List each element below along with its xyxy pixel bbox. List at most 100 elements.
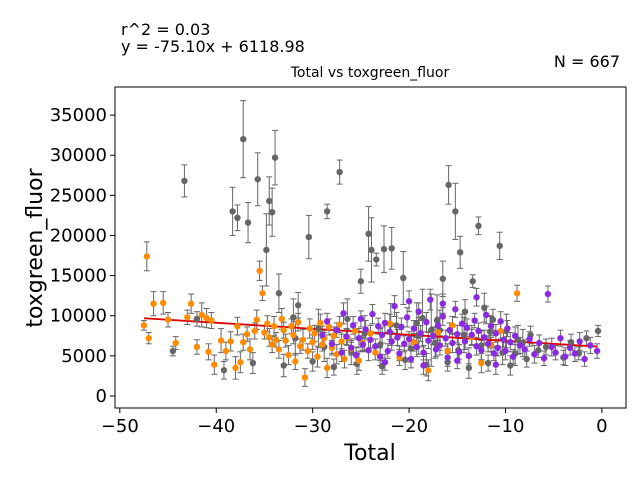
data-point xyxy=(432,346,440,353)
data-point xyxy=(336,321,343,328)
data-point xyxy=(562,353,569,360)
data-point xyxy=(369,310,376,318)
data-point xyxy=(343,333,350,340)
y-axis-title: toxgreen_fluor xyxy=(23,167,48,327)
data-point xyxy=(548,343,555,351)
data-point xyxy=(333,326,340,334)
x-tick-label: −40 xyxy=(197,416,235,437)
data-point xyxy=(471,317,478,324)
data-point xyxy=(355,357,363,364)
data-point xyxy=(234,322,241,330)
chart-marks xyxy=(140,100,602,387)
data-point xyxy=(433,317,441,324)
data-point xyxy=(442,334,449,342)
data-point xyxy=(552,349,559,356)
data-point xyxy=(405,298,413,305)
data-point xyxy=(427,296,434,303)
x-tick-label: −10 xyxy=(486,416,524,437)
data-point xyxy=(576,338,583,345)
data-point xyxy=(211,361,218,368)
data-point xyxy=(314,353,321,360)
error-bars-series-2 xyxy=(169,100,602,380)
data-point xyxy=(378,331,386,339)
data-point xyxy=(420,349,427,356)
data-point xyxy=(439,275,447,282)
data-point xyxy=(268,341,276,348)
data-point xyxy=(526,335,533,343)
data-point xyxy=(340,310,347,317)
data-point xyxy=(319,331,326,339)
data-point xyxy=(391,302,398,310)
data-point xyxy=(150,300,157,307)
data-point xyxy=(497,327,504,335)
data-point xyxy=(275,290,283,297)
data-point xyxy=(594,327,602,335)
data-point xyxy=(263,246,270,254)
data-point xyxy=(428,326,435,334)
data-point xyxy=(140,322,148,329)
data-point xyxy=(355,334,363,342)
data-point xyxy=(294,318,302,326)
data-point xyxy=(469,278,476,285)
data-point xyxy=(521,346,528,353)
data-point xyxy=(352,351,360,359)
data-point xyxy=(475,222,482,230)
data-point xyxy=(557,334,564,342)
data-point xyxy=(384,347,392,355)
data-point xyxy=(288,322,295,330)
data-point xyxy=(365,230,372,238)
data-point xyxy=(386,320,393,327)
data-point xyxy=(266,334,273,341)
data-point xyxy=(444,347,451,355)
data-point xyxy=(500,336,507,343)
data-point xyxy=(452,208,459,215)
data-point xyxy=(507,338,514,346)
data-point xyxy=(270,322,278,330)
data-point xyxy=(497,318,504,325)
data-point xyxy=(436,342,444,349)
data-point xyxy=(376,353,384,360)
data-point xyxy=(444,359,451,366)
data-point xyxy=(160,299,167,307)
data-point xyxy=(268,208,276,216)
data-point xyxy=(535,347,542,354)
data-point xyxy=(348,344,355,352)
data-point xyxy=(198,311,205,319)
data-point xyxy=(261,329,268,336)
data-point xyxy=(193,315,201,323)
data-point xyxy=(187,300,195,307)
data-point xyxy=(388,245,395,252)
data-point xyxy=(164,316,172,323)
data-point xyxy=(388,338,395,345)
data-point xyxy=(482,311,490,319)
data-point xyxy=(513,290,521,297)
data-point xyxy=(593,347,601,355)
data-point xyxy=(365,347,372,354)
points-series-2 xyxy=(169,135,602,374)
data-point xyxy=(349,322,357,329)
data-point xyxy=(301,374,309,381)
plot-title: Total vs toxgreen_fluor xyxy=(290,65,450,81)
data-point xyxy=(456,348,463,356)
data-point xyxy=(373,256,380,263)
data-point xyxy=(502,347,509,355)
data-point xyxy=(341,355,348,363)
x-tick-label: 0 xyxy=(596,416,607,437)
data-point xyxy=(542,343,550,351)
data-point xyxy=(372,349,379,356)
data-point xyxy=(290,331,297,339)
data-point xyxy=(285,351,292,359)
data-point xyxy=(434,329,442,336)
data-point xyxy=(246,346,254,353)
data-point xyxy=(181,177,188,185)
data-point xyxy=(492,330,500,337)
data-point xyxy=(398,323,405,331)
data-point xyxy=(296,343,304,350)
data-point xyxy=(417,330,424,337)
data-point xyxy=(304,347,312,355)
data-point xyxy=(249,359,257,367)
data-point xyxy=(509,353,517,360)
data-point xyxy=(478,342,485,349)
data-point xyxy=(280,326,287,334)
plot-frame xyxy=(114,86,627,409)
